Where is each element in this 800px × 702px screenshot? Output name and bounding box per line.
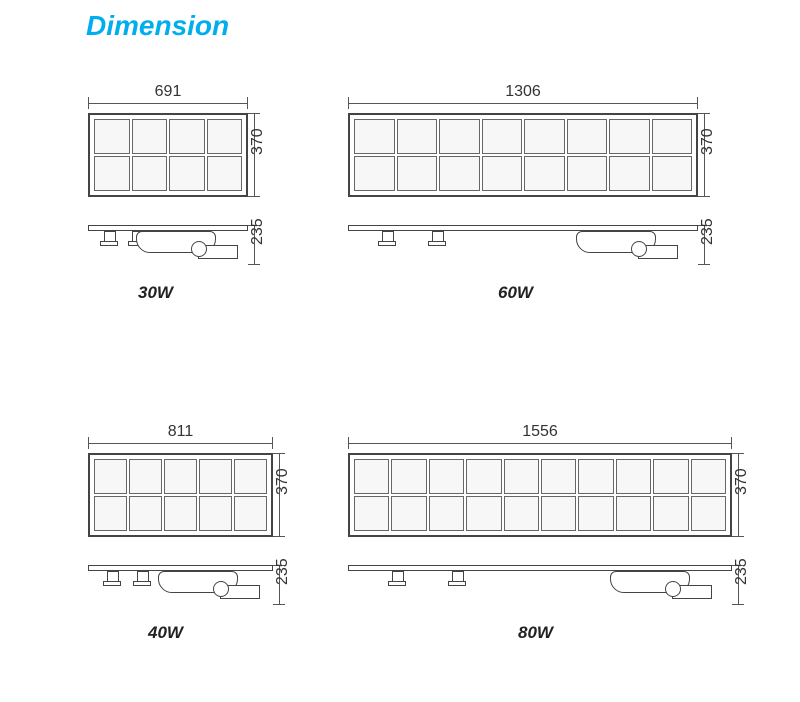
dim-width-label: 811 [168,423,194,441]
dim-panel-height: 370 [698,113,728,197]
dim-panel-height-label: 370 [733,468,751,495]
dim-side-height-label: 235 [699,218,717,245]
dim-width-label: 1556 [522,423,558,441]
dim-width: 1556 [348,425,732,450]
side-view [348,225,698,265]
dim-panel-height: 370 [273,453,303,537]
model-label: 40W [148,623,183,643]
dim-panel-height-label: 370 [249,128,267,155]
panel-top-view [88,453,273,537]
panel-top-view [88,113,248,197]
model-label: 30W [138,283,173,303]
dim-width: 1306 [348,85,698,110]
dim-side-height: 235 [698,225,728,265]
dim-width: 691 [88,85,248,110]
dim-side-height: 235 [732,565,762,605]
dim-panel-height-label: 370 [699,128,717,155]
side-view [88,565,273,605]
dim-panel-height: 370 [248,113,278,197]
panel-top-view [348,113,698,197]
dim-side-height-label: 235 [274,558,292,585]
model-label: 80W [518,623,553,643]
side-view [88,225,248,265]
dim-side-height-label: 235 [733,558,751,585]
page-title: Dimension [86,10,229,42]
dim-side-height: 235 [248,225,278,265]
dim-side-height-label: 235 [249,218,267,245]
panel-top-view [348,453,732,537]
side-view [348,565,732,605]
dim-panel-height: 370 [732,453,762,537]
model-label: 60W [498,283,533,303]
dim-panel-height-label: 370 [274,468,292,495]
dim-width: 811 [88,425,273,450]
dim-side-height: 235 [273,565,303,605]
dim-width-label: 1306 [505,83,541,101]
dim-width-label: 691 [155,83,182,101]
